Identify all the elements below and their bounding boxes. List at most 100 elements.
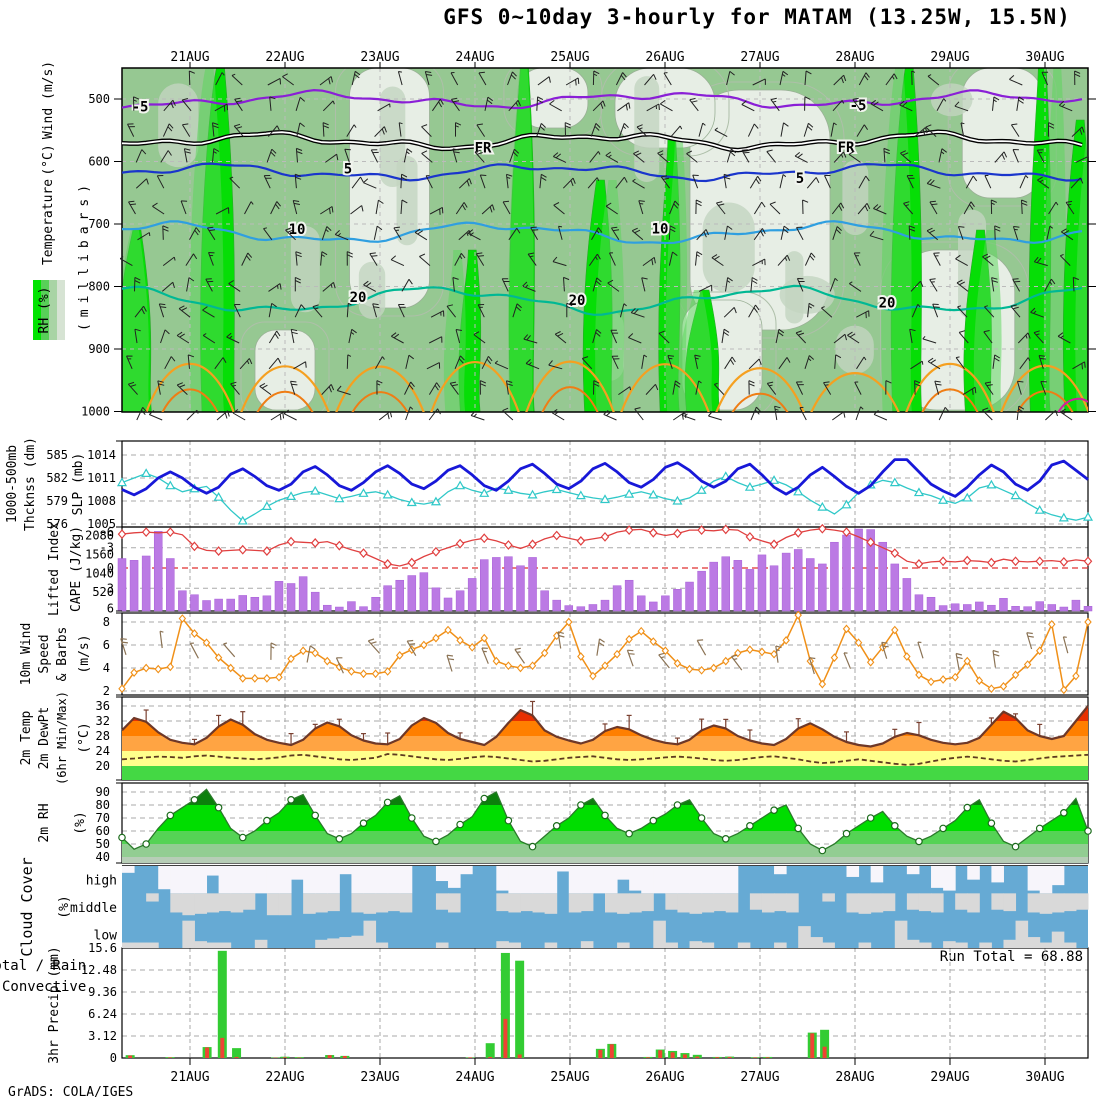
pressure-tick-label: 600 — [88, 155, 110, 169]
wind-barb — [1059, 254, 1071, 266]
wind-tick-label: 8 — [103, 615, 110, 629]
wind-barb — [780, 122, 789, 137]
wind-barb — [539, 173, 547, 189]
li-marker — [1011, 556, 1020, 567]
rh-band — [122, 857, 1088, 863]
wind-barb — [163, 99, 176, 112]
wind-barb — [642, 256, 656, 267]
wind-barb — [936, 98, 947, 112]
wind-barb — [376, 380, 383, 395]
date-label-bottom: 30AUG — [1025, 1070, 1064, 1085]
precip-convective-bar — [822, 1046, 827, 1058]
wind-barb — [430, 310, 445, 318]
wind-barb — [214, 103, 228, 112]
wind-barb — [932, 303, 940, 318]
precip-convective-bar — [682, 1054, 687, 1058]
thickness-marker — [938, 495, 949, 504]
wind-barb — [530, 226, 539, 241]
wind-barb — [858, 72, 870, 86]
precip-convective-bar — [488, 1056, 493, 1058]
cape-bar — [987, 604, 996, 612]
wind-barb — [1071, 126, 1085, 137]
cape-bar — [600, 599, 610, 612]
cloud-bar-high — [967, 866, 980, 880]
cloud-bar-low — [351, 935, 364, 948]
thickness-marker — [769, 475, 780, 484]
rh-marker — [1084, 827, 1092, 835]
wind-barb — [186, 409, 199, 421]
wind-barb — [454, 252, 466, 266]
thickness-marker — [261, 501, 272, 510]
cloud-bar-high — [278, 866, 292, 894]
wind-barb — [233, 304, 241, 318]
wind-barb — [1041, 71, 1049, 86]
cape-bar — [238, 595, 247, 612]
wind-barb — [856, 124, 869, 137]
temp-contour-orange — [810, 372, 900, 412]
temp-contour-deep-orange — [256, 390, 314, 412]
wind-barb — [641, 277, 648, 292]
date-label-top: 28AUG — [835, 50, 874, 65]
wind-marker — [1023, 660, 1032, 669]
cloud-bar-high — [592, 866, 606, 894]
cloud-unit-label: (%) — [57, 895, 72, 918]
wind-barb — [592, 100, 606, 112]
wind-barb — [954, 101, 969, 112]
wind-barb — [397, 71, 403, 86]
wind-barb — [285, 227, 296, 241]
cape-bar — [310, 591, 320, 612]
rh-band — [122, 789, 1088, 805]
date-label-top: 22AUG — [265, 50, 304, 65]
wind-marker — [818, 679, 827, 689]
pressure-tick-label: 1000 — [81, 405, 110, 419]
wind-barb — [1012, 226, 1020, 240]
li-tick-label: -3 — [100, 541, 114, 555]
precip-total-bar — [485, 1043, 495, 1058]
wind-barb — [509, 148, 520, 163]
cape-bar — [769, 565, 779, 612]
wind10m-label-2: Speed — [37, 634, 52, 673]
wind-barb — [713, 382, 725, 395]
wind-barb — [914, 127, 928, 137]
rh-high-halo — [508, 68, 534, 412]
wind-barb — [724, 356, 736, 370]
wind-barb — [779, 70, 789, 86]
cape-bar — [383, 585, 392, 612]
wind10m-unit-label: (m/s) — [77, 634, 92, 673]
wind-barb — [322, 282, 336, 292]
rh-legend-swatch-1 — [33, 280, 41, 340]
cape-bar — [117, 558, 127, 612]
wind-marker — [866, 657, 875, 667]
wind-barb — [796, 278, 805, 292]
wind-barb — [1057, 332, 1071, 344]
cloud-bar-high — [1027, 866, 1041, 891]
cape-bar — [1023, 606, 1032, 612]
wind-marker — [371, 669, 380, 679]
wind-barb — [588, 253, 601, 266]
wind-barb — [1040, 381, 1047, 395]
precip-convective-bar — [205, 1047, 210, 1058]
wind-barb — [1061, 228, 1074, 241]
cape-bar — [649, 601, 658, 612]
wind-barb — [992, 354, 1001, 369]
cloud-bar-middle — [399, 893, 413, 913]
wind-barb — [752, 258, 766, 267]
cloud-bar-middle — [508, 893, 521, 913]
wind-barb — [938, 148, 947, 163]
thickness-marker — [358, 488, 369, 497]
wind-barb — [134, 305, 147, 318]
wind-marker — [770, 649, 778, 659]
rh-marker — [939, 824, 947, 833]
rh-marker — [407, 814, 416, 822]
cape-bar — [830, 541, 839, 612]
rh-marker — [866, 814, 875, 822]
wind-barb — [452, 148, 460, 163]
rh-dry-patch — [961, 68, 1043, 199]
wind-barb — [398, 122, 403, 137]
wind-marker — [830, 653, 839, 662]
cloud-row-label: middle — [70, 901, 117, 916]
cape-bar — [950, 603, 960, 612]
wind-barb — [1026, 632, 1034, 650]
wind-barb — [512, 303, 522, 318]
wind-barb — [180, 200, 188, 215]
